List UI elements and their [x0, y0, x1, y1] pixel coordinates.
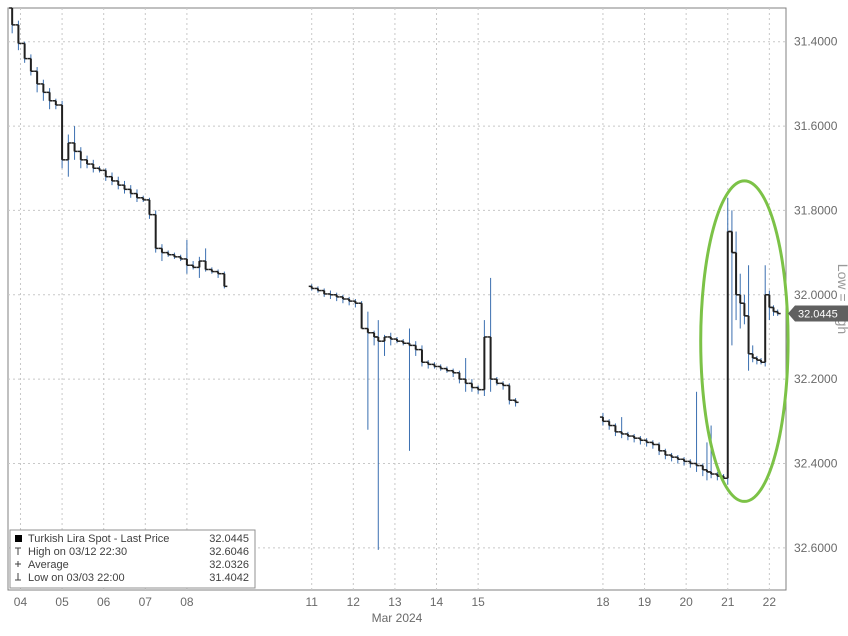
y-tick-label: 32.4000: [794, 456, 838, 470]
legend-label: Low on 03/03 22:00: [28, 572, 125, 584]
last-price-value: 32.0445: [798, 309, 838, 321]
y-tick-label: 32.0000: [794, 288, 838, 302]
x-tick-label: 12: [347, 595, 361, 609]
x-tick-label: 22: [763, 595, 777, 609]
x-tick-label: 20: [679, 595, 693, 609]
x-tick-label: 08: [180, 595, 194, 609]
x-tick-label: 05: [55, 595, 69, 609]
price-chart: 31.4000 31.6000 31.8000 32.0000 32.2000 32.40…: [0, 0, 848, 636]
x-tick-label: 04: [14, 595, 28, 609]
x-tick-label: 21: [721, 595, 735, 609]
x-tick-label: 14: [430, 595, 444, 609]
y-tick-label: 32.2000: [794, 372, 838, 386]
legend-label: Average: [28, 559, 69, 571]
legend-value: 32.6046: [209, 546, 249, 558]
x-tick-label: 13: [388, 595, 402, 609]
highlight-ellipse: [701, 181, 788, 502]
x-tick-label: 18: [596, 595, 610, 609]
y-tick-label: 32.6000: [794, 541, 838, 555]
plot-border: [8, 8, 786, 590]
y-tick-label: 31.6000: [794, 119, 838, 133]
x-tick-label: 07: [139, 595, 153, 609]
y-tick-label: 31.8000: [794, 203, 838, 217]
y-axis-title: Low = High: [835, 264, 848, 334]
x-tick-label: 19: [638, 595, 652, 609]
x-tick-label: 06: [97, 595, 111, 609]
x-tick-label: 15: [471, 595, 485, 609]
x-axis-title: Mar 2024: [372, 611, 423, 625]
y-tick-label: 31.4000: [794, 35, 838, 49]
legend-marker-square: [15, 535, 22, 542]
x-tick-label: 11: [305, 595, 318, 609]
legend-value: 32.0445: [209, 533, 249, 545]
legend-value: 32.0326: [209, 559, 249, 571]
legend-value: 31.4042: [209, 572, 249, 584]
legend-label: High on 03/12 22:30: [28, 546, 127, 558]
legend-label: Turkish Lira Spot - Last Price: [28, 533, 169, 545]
